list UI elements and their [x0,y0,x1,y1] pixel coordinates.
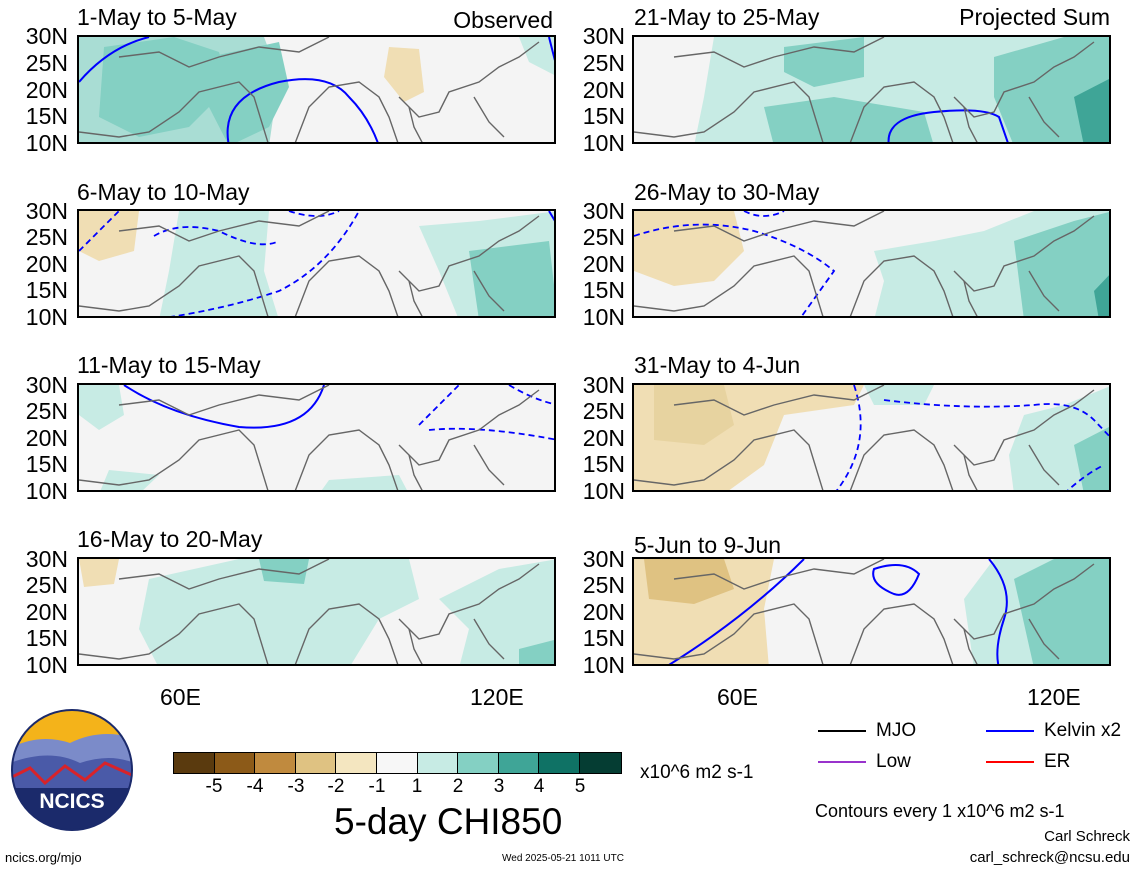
map-panel-r1 [632,35,1111,144]
panel-title: 16-May to 20-May [77,526,263,552]
map-panel-r3 [632,383,1111,492]
map-panel-r4 [632,557,1111,666]
colorbar-tick: -4 [246,776,264,797]
panel-title: 21-May to 25-May [634,4,820,30]
contour-note: Contours every 1 x10^6 m2 s-1 [815,801,1065,821]
map-panel-l3 [77,383,556,492]
observed-label: Observed [453,7,553,33]
colorbar-swatch [214,753,256,773]
colorbar-swatch [336,753,377,773]
map-panel-l2 [77,209,556,318]
lon-label-60e-right: 60E [717,684,758,710]
map-panel-l1 [77,35,556,144]
map-layer [634,385,1109,490]
panel-title: 31-May to 4-Jun [634,352,801,378]
colorbar [173,752,622,774]
colorbar-tick: -2 [327,776,345,797]
legend-er: ER [986,751,1070,773]
colorbar-swatch [579,753,621,773]
legend-low: Low [818,751,911,773]
er-line-icon [986,761,1034,763]
colorbar-tick: -5 [205,776,223,797]
colorbar-swatch [417,753,459,773]
lon-label-60e-left: 60E [160,684,201,710]
panel-title: 26-May to 30-May [634,179,820,205]
colorbar-tick: -1 [368,776,386,797]
legend-kelvin: Kelvin x2 [986,720,1121,742]
footer-email[interactable]: carl_schreck@ncsu.edu [969,849,1130,866]
colorbar-tick: 2 [452,776,464,797]
lon-label-120e-right: 120E [1027,684,1081,710]
colorbar-swatch [498,753,540,773]
logo-text: NCICS [39,790,105,813]
colorbar-title: 5-day CHI850 [334,801,563,842]
kelvin-line-icon [986,730,1034,732]
colorbar-units: x10^6 m2 s-1 [640,762,754,783]
footer-timestamp: Wed 2025-05-21 1011 UTC [502,853,624,864]
map-panel-l4 [77,557,556,666]
map-layer [79,559,554,664]
map-layer [79,385,554,490]
map-layer [79,211,554,316]
colorbar-tick: 5 [574,776,586,797]
panel-title: 5-Jun to 9-Jun [634,532,782,558]
low-line-icon [818,761,866,763]
colorbar-swatch [295,753,337,773]
colorbar-tick: 4 [533,776,545,797]
mjo-line-icon [818,730,866,732]
lon-label-120e-left: 120E [470,684,524,710]
colorbar-swatch [458,753,499,773]
footer-url[interactable]: ncics.org/mjo [5,850,82,865]
colorbar-swatch [255,753,296,773]
colorbar-tick: 1 [411,776,423,797]
colorbar-tick: 3 [493,776,505,797]
panel-title: 1-May to 5-May [77,4,237,30]
footer-author: Carl Schreck [1044,828,1130,845]
map-layer [634,37,1109,142]
projected-label: Projected Sum [959,4,1110,30]
ncics-logo: NCICS [10,708,134,832]
colorbar-tick: -3 [287,776,305,797]
legend-mjo: MJO [818,720,916,742]
map-layer [79,37,554,142]
colorbar-swatch [174,753,215,773]
panel-title: 11-May to 15-May [77,352,261,378]
panel-title: 6-May to 10-May [77,179,250,205]
map-layer [634,559,1109,664]
map-panel-r2 [632,209,1111,318]
map-layer [634,211,1109,316]
colorbar-swatch [539,753,580,773]
colorbar-swatch [376,753,418,773]
